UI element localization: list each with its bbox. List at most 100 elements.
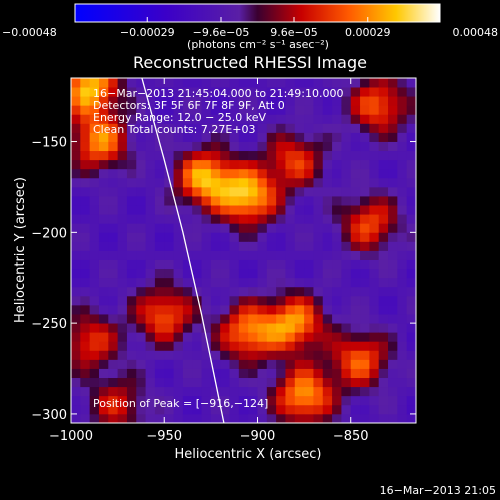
plot-frame (70, 77, 417, 424)
heatmap-cell (117, 96, 128, 106)
heatmap-cell (98, 241, 109, 251)
heatmap-cell (108, 268, 119, 279)
heatmap-cell (164, 250, 174, 260)
heatmap-cell (192, 205, 202, 215)
heatmap-cell (210, 241, 221, 251)
heatmap-cell (210, 250, 221, 260)
heatmap-cell (98, 377, 109, 388)
heatmap-cell (294, 404, 305, 415)
heatmap-cell (89, 323, 100, 333)
heatmap-cell (117, 223, 128, 233)
heatmap-cell (304, 314, 314, 324)
heatmap-cell (192, 413, 202, 423)
heatmap-cell (89, 404, 100, 415)
heatmap-cell (285, 223, 296, 233)
heatmap-cell (164, 286, 174, 297)
heatmap-cell (294, 241, 305, 251)
heatmap-cell (285, 250, 296, 260)
heatmap-cell (210, 96, 221, 106)
heatmap-cell (89, 186, 100, 197)
heatmap-cell (238, 404, 249, 415)
heatmap-cell (341, 141, 352, 152)
heatmap-cell (229, 295, 240, 306)
heatmap-cell (388, 377, 398, 388)
heatmap-cell (257, 314, 268, 324)
heatmap-cell (406, 323, 416, 333)
heatmap-cell (80, 123, 91, 133)
heatmap-cell (276, 350, 286, 360)
heatmap-cell (350, 286, 361, 297)
heatmap-cell (406, 377, 416, 388)
heatmap-cell (71, 386, 81, 397)
heatmap-cell (80, 150, 91, 161)
heatmap-cell (154, 332, 165, 342)
heatmap-cell (332, 78, 342, 88)
heatmap-cell (388, 314, 398, 324)
heatmap-cell (266, 105, 277, 115)
heatmap-cell (360, 150, 370, 161)
heatmap-cell (257, 413, 268, 423)
heatmap-cell (154, 386, 165, 397)
heatmap-cell (117, 196, 128, 206)
heatmap-cell (322, 314, 333, 324)
heatmap-cell (313, 404, 324, 415)
heatmap-cell (71, 87, 81, 97)
heatmap-cell (360, 286, 370, 297)
heatmap-cell (154, 250, 165, 260)
heatmap-cell (210, 132, 221, 142)
heatmap-cell (229, 395, 240, 406)
heatmap-cell (350, 386, 361, 397)
heatmap-cell (238, 395, 249, 406)
heatmap-cell (229, 150, 240, 161)
heatmap-cell (350, 404, 361, 415)
heatmap-cell (192, 114, 202, 124)
heatmap-cell (257, 87, 268, 97)
heatmap-cell (276, 250, 286, 260)
heatmap-cell (322, 141, 333, 152)
heatmap-cell (266, 350, 277, 360)
heatmap-cell (98, 395, 109, 406)
heatmap-cell (117, 150, 128, 161)
heatmap-cell (313, 386, 324, 397)
heatmap-cell (238, 141, 249, 152)
heatmap-cell (192, 286, 202, 297)
heatmap-cell (98, 214, 109, 224)
heatmap-cell (108, 341, 119, 351)
heatmap-cell (322, 277, 333, 288)
heatmap-cell (294, 304, 305, 315)
heatmap-cell (201, 314, 212, 324)
heatmap-cell (117, 105, 128, 115)
heatmap-cell (108, 350, 119, 360)
heatmap-cell (248, 359, 258, 369)
heatmap-cell (182, 341, 193, 351)
heatmap-cell (145, 295, 156, 306)
heatmap-cell (98, 259, 109, 270)
heatmap-cell (229, 368, 240, 379)
heatmap-cell (192, 159, 202, 170)
heatmap-cell (89, 177, 100, 188)
heatmap-cell (229, 332, 240, 342)
heatmap-cell (145, 96, 156, 106)
heatmap-cell (294, 78, 305, 88)
heatmap-cell (406, 132, 416, 142)
heatmap-cell (248, 150, 258, 161)
heatmap-cell (285, 395, 296, 406)
heatmap-cell (406, 186, 416, 197)
heatmap-cell (285, 404, 296, 415)
heatmap-cell (98, 304, 109, 315)
heatmap-cell (71, 404, 81, 415)
heatmap-cell (173, 332, 184, 342)
heatmap-cell (285, 359, 296, 369)
heatmap-cell (294, 150, 305, 161)
heatmap-cell (80, 395, 91, 406)
heatmap-cell (285, 132, 296, 142)
heatmap-cell (192, 96, 202, 106)
heatmap-cell (360, 141, 370, 152)
heatmap-cell (248, 413, 258, 423)
heatmap-cell (397, 368, 408, 379)
heatmap-cell (98, 332, 109, 342)
heatmap-cell (341, 259, 352, 270)
y-tick-label: −200 (31, 226, 67, 241)
heatmap-cell (192, 150, 202, 161)
heatmap-cell (285, 96, 296, 106)
